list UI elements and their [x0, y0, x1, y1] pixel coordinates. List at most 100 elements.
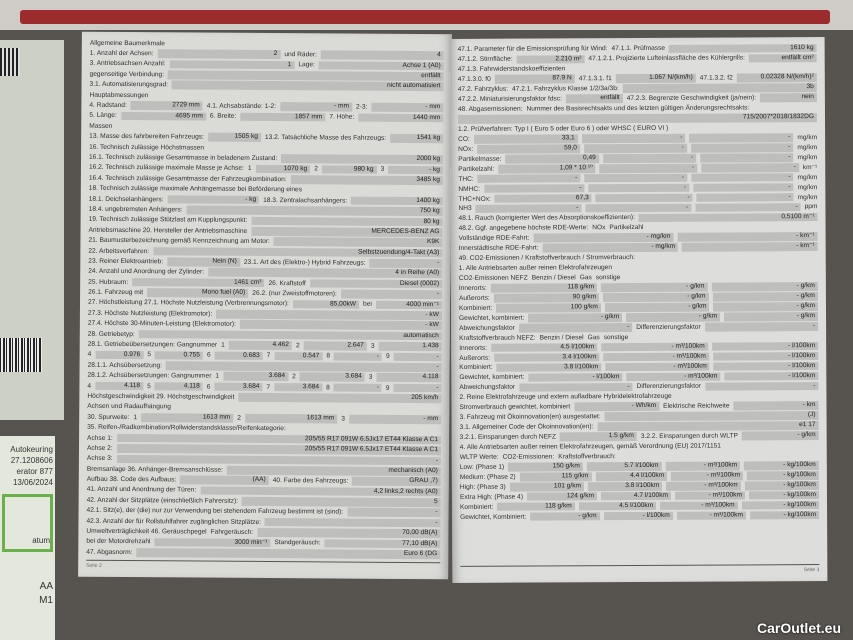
- field-value: 150 g/km: [508, 462, 583, 472]
- field-value: 3.684: [274, 382, 323, 392]
- field-label: 21. Baumusterbezeichnung gemäß Kennzeich…: [88, 236, 270, 246]
- field-label: 48.2. Ggf. angegebene höchste RDE-Werte:: [458, 224, 589, 233]
- field-label: 16.4. Technisch zulässige Gesamtmasse de…: [88, 174, 287, 183]
- field-label: 48.1. Rauch (korrigierter Wert des Absor…: [458, 214, 635, 223]
- field-value: MERCEDES-BENZ AG: [251, 226, 443, 237]
- field-value: - g/km: [713, 302, 819, 312]
- field-value: 980 kg: [321, 164, 377, 174]
- field-label: 42. Anzahl der Sitzplätze (einschließlic…: [86, 496, 239, 505]
- field-label: 28.1. Getriebeübersetzungen: Gangnummer: [87, 340, 218, 349]
- field-label: NH3: [458, 205, 472, 213]
- field-label: 22. Arbeitsverfahren:: [88, 247, 150, 255]
- field-value: 1400 kg: [351, 196, 443, 206]
- field-value: -: [602, 153, 697, 163]
- field-value: 4.4 l/100km: [595, 471, 668, 481]
- field-value: 1070 kg: [255, 164, 311, 174]
- field-value: mechanisch (A0): [226, 465, 441, 476]
- field-value: -: [689, 133, 794, 143]
- field-label: 1. Alle Antriebsarten außer reinen Elekt…: [458, 264, 613, 273]
- field-label: 6: [206, 352, 211, 360]
- field-label: 28. Getriebetyp:: [87, 330, 135, 338]
- field-value: Nein (N): [167, 257, 240, 267]
- field-label: sonstige: [603, 333, 629, 341]
- field-value: -: [595, 193, 693, 203]
- field-label: Kraftstoffverbrauch NEFZ:: [459, 334, 536, 342]
- field-value: -: [694, 202, 801, 212]
- field-value: - m³/100km: [665, 461, 741, 471]
- field-label: 4. Radstand:: [89, 101, 127, 110]
- field-label: 27.4. Höchste 30-Minuten-Leistung (Elekt…: [87, 319, 236, 329]
- field-label: Kombiniert:: [459, 364, 493, 372]
- field-label: 7: [266, 383, 271, 391]
- field-value: 1,09 * 10 ¹⁰: [498, 164, 596, 174]
- field-value: 1.067 N/(km/h): [615, 74, 696, 84]
- field-label: 2-3:: [356, 103, 368, 111]
- field-value: (AA): [180, 475, 269, 485]
- field-value: 4.118: [376, 373, 442, 383]
- field-value: -: [693, 182, 794, 193]
- field-value: -: [340, 289, 443, 300]
- field-label: 24. Anzahl und Anordnung der Zylinder:: [88, 268, 205, 276]
- field-label: Kombiniert:: [458, 304, 493, 312]
- field-label: CO:: [458, 135, 470, 143]
- field-label: Allgemeine Baumerkmale: [89, 39, 165, 47]
- field-label: 2: [237, 414, 242, 422]
- field-label: 5: [147, 351, 152, 359]
- field-label: 1. Anzahl der Achsen:: [89, 49, 154, 58]
- field-value: 101 g/km: [509, 482, 585, 492]
- field-value: - m³/100km: [603, 352, 709, 362]
- field-value: - km⁻¹: [677, 232, 818, 242]
- field-label: Fahrgeräusch:: [210, 528, 254, 536]
- field-label: 41. Anzahl und Anordnung der Türen:: [86, 486, 197, 495]
- field-label: 18. Technisch zulässige maximale Anhänge…: [88, 184, 303, 194]
- field-value: 4: [320, 50, 444, 61]
- page-number: Seite 2: [86, 559, 441, 572]
- field-label: 23. Reiner Elektroantrieb:: [88, 257, 164, 266]
- field-label: 3. Antriebsachsen Anzahl:: [89, 60, 166, 68]
- field-value: - g/km: [724, 312, 819, 322]
- field-label: THC:: [458, 175, 474, 183]
- field-label: 1: [133, 413, 138, 421]
- field-label: 2: [314, 165, 318, 173]
- field-label: 26.2. (nur Zweistoffmotoren):: [252, 289, 337, 298]
- field-label: Innerorts:: [458, 284, 487, 292]
- field-value: 80 kg: [251, 216, 443, 227]
- field-label: 3: [368, 373, 373, 381]
- field-list: 47.1. Parameter für die Emissionsprüfung…: [457, 43, 820, 522]
- field-value: -: [477, 174, 581, 184]
- field-label: mg/km: [797, 153, 818, 161]
- field-value: 3.8 l/100km: [496, 362, 602, 373]
- field-value: - kg/100km: [749, 510, 820, 520]
- field-label: 1: [221, 341, 225, 349]
- field-value: - l/100km: [711, 341, 819, 352]
- field-value: 4.7 l/100km: [600, 491, 672, 501]
- field-value: 4000 min⁻¹: [375, 300, 443, 310]
- field-label: 47.1. Parameter für die Emissionsprüfung…: [457, 45, 608, 54]
- field-value: 1.438: [378, 342, 442, 352]
- sticker-line: Autokeuring: [10, 445, 53, 454]
- field-label: 7: [266, 352, 271, 360]
- field-label: 3.1. Automatisierungsgrad:: [89, 81, 169, 89]
- red-binder-stripe: [20, 10, 830, 24]
- field-label: Kombiniert:: [460, 503, 494, 511]
- field-label: 1: [247, 165, 252, 173]
- field-value: - m³/100km: [626, 372, 721, 382]
- field-label: 2: [295, 342, 300, 350]
- field-value: 115 g/km: [519, 472, 592, 482]
- field-value: 1541 kg: [390, 134, 444, 144]
- field-value: 1505 kg: [207, 133, 261, 142]
- sticker-box: atum: [2, 494, 53, 552]
- field-label: 3: [370, 342, 375, 350]
- field-value: -: [704, 321, 819, 332]
- field-value: -: [347, 508, 441, 518]
- field-label: WLTP Werte:: [459, 453, 499, 461]
- field-value: - kg/100km: [744, 461, 819, 471]
- field-value: 0.683: [214, 351, 263, 361]
- field-value: 0,49: [505, 154, 599, 164]
- field-label: Abweichungsfaktor: [459, 383, 516, 392]
- field-label: mg/km: [797, 143, 818, 152]
- field-value: 118 g/km: [490, 283, 598, 293]
- field-value: 1.5 g/km: [560, 432, 637, 442]
- field-label: 47. Abgasnorm:: [86, 548, 133, 556]
- field-label: 6. Breite:: [209, 113, 237, 121]
